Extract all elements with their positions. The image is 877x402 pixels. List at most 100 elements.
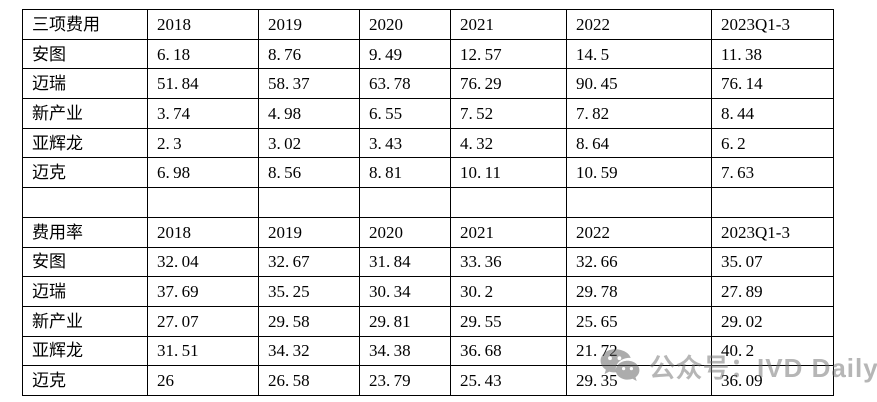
three-expenses-header-row: 三项费用 2018 2019 2020 2021 2022 2023Q1-3: [22, 9, 834, 40]
company-cell: 安图: [22, 38, 148, 70]
value-cell: 29. 55: [450, 305, 567, 337]
value-cell: 14. 5: [566, 38, 712, 70]
value-cell: 8. 56: [258, 157, 360, 189]
spacer-row: [22, 187, 834, 218]
value-cell: 3. 02: [258, 127, 360, 159]
value-cell: 6. 55: [359, 98, 451, 129]
year-header-cell: 2018: [147, 9, 259, 40]
value-cell: 35. 07: [711, 246, 834, 278]
value-cell: 3. 43: [359, 127, 451, 159]
value-cell: 29. 35: [566, 365, 712, 396]
table-row: 迈瑞 51. 84 58. 37 63. 78 76. 29 90. 45 76. 14: [22, 68, 834, 100]
company-cell: 安图: [22, 246, 148, 278]
value-cell: 6. 18: [147, 38, 259, 70]
year-header-cell: 2022: [566, 9, 712, 40]
company-cell: 亚辉龙: [22, 335, 148, 367]
empty-cell: [359, 187, 451, 218]
value-cell: 9. 49: [359, 38, 451, 70]
value-cell: 35. 25: [258, 276, 360, 307]
table-row: 安图 32. 04 32. 67 31. 84 33. 36 32. 66 35. 07: [22, 246, 834, 278]
value-cell: 6. 98: [147, 157, 259, 189]
value-cell: 33. 36: [450, 246, 567, 278]
value-cell: 29. 02: [711, 305, 834, 337]
value-cell: 32. 04: [147, 246, 259, 278]
company-cell: 迈克: [22, 365, 148, 396]
expense-data-table: 三项费用 2018 2019 2020 2021 2022 2023Q1-3 安图 6. 18 8…: [22, 9, 834, 396]
table-title-cell: 费用率: [22, 216, 148, 248]
year-header-cell: 2019: [258, 9, 360, 40]
value-cell: 21. 72: [566, 335, 712, 367]
year-header-cell: 2023Q1-3: [711, 9, 834, 40]
value-cell: 34. 32: [258, 335, 360, 367]
year-header-cell: 2019: [258, 216, 360, 248]
table-row: 迈克 6. 98 8. 56 8. 81 10. 11 10. 59 7. 63: [22, 157, 834, 189]
value-cell: 36. 68: [450, 335, 567, 367]
company-cell: 迈瑞: [22, 276, 148, 307]
value-cell: 27. 07: [147, 305, 259, 337]
empty-cell: [258, 187, 360, 218]
value-cell: 29. 81: [359, 305, 451, 337]
company-cell: 迈瑞: [22, 68, 148, 100]
value-cell: 27. 89: [711, 276, 834, 307]
table-row: 新产业 3. 74 4. 98 6. 55 7. 52 7. 82 8. 44: [22, 98, 834, 129]
value-cell: 40. 2: [711, 335, 834, 367]
year-header-cell: 2020: [359, 216, 451, 248]
expense-ratio-header-row: 费用率 2018 2019 2020 2021 2022 2023Q1-3: [22, 216, 834, 248]
value-cell: 6. 2: [711, 127, 834, 159]
value-cell: 10. 59: [566, 157, 712, 189]
value-cell: 30. 2: [450, 276, 567, 307]
value-cell: 29. 78: [566, 276, 712, 307]
value-cell: 7. 82: [566, 98, 712, 129]
value-cell: 26. 58: [258, 365, 360, 396]
table-title-cell: 三项费用: [22, 9, 148, 40]
table-row: 亚辉龙 31. 51 34. 32 34. 38 36. 68 21. 72 40. 2: [22, 335, 834, 367]
value-cell: 26: [147, 365, 259, 396]
value-cell: 8. 81: [359, 157, 451, 189]
value-cell: 63. 78: [359, 68, 451, 100]
value-cell: 58. 37: [258, 68, 360, 100]
value-cell: 7. 63: [711, 157, 834, 189]
empty-cell: [147, 187, 259, 218]
empty-cell: [566, 187, 712, 218]
value-cell: 7. 52: [450, 98, 567, 129]
value-cell: 37. 69: [147, 276, 259, 307]
value-cell: 31. 84: [359, 246, 451, 278]
value-cell: 32. 66: [566, 246, 712, 278]
value-cell: 8. 64: [566, 127, 712, 159]
value-cell: 8. 76: [258, 38, 360, 70]
company-cell: 亚辉龙: [22, 127, 148, 159]
empty-cell: [711, 187, 834, 218]
year-header-cell: 2021: [450, 9, 567, 40]
company-cell: 新产业: [22, 305, 148, 337]
value-cell: 36. 09: [711, 365, 834, 396]
value-cell: 23. 79: [359, 365, 451, 396]
value-cell: 8. 44: [711, 98, 834, 129]
year-header-cell: 2018: [147, 216, 259, 248]
value-cell: 25. 65: [566, 305, 712, 337]
table-row: 迈瑞 37. 69 35. 25 30. 34 30. 2 29. 78 27. 89: [22, 276, 834, 307]
table-row: 新产业 27. 07 29. 58 29. 81 29. 55 25. 65 29. 02: [22, 305, 834, 337]
value-cell: 4. 32: [450, 127, 567, 159]
year-header-cell: 2023Q1-3: [711, 216, 834, 248]
company-cell: 迈克: [22, 157, 148, 189]
empty-cell: [450, 187, 567, 218]
company-cell: 新产业: [22, 98, 148, 129]
table-row: 亚辉龙 2. 3 3. 02 3. 43 4. 32 8. 64 6. 2: [22, 127, 834, 159]
value-cell: 12. 57: [450, 38, 567, 70]
year-header-cell: 2022: [566, 216, 712, 248]
value-cell: 31. 51: [147, 335, 259, 367]
value-cell: 90. 45: [566, 68, 712, 100]
table-row: 迈克 26 26. 58 23. 79 25. 43 29. 35 36. 09: [22, 365, 834, 396]
year-header-cell: 2021: [450, 216, 567, 248]
year-header-cell: 2020: [359, 9, 451, 40]
value-cell: 34. 38: [359, 335, 451, 367]
value-cell: 51. 84: [147, 68, 259, 100]
value-cell: 29. 58: [258, 305, 360, 337]
value-cell: 2. 3: [147, 127, 259, 159]
value-cell: 30. 34: [359, 276, 451, 307]
value-cell: 76. 14: [711, 68, 834, 100]
value-cell: 76. 29: [450, 68, 567, 100]
value-cell: 3. 74: [147, 98, 259, 129]
value-cell: 10. 11: [450, 157, 567, 189]
